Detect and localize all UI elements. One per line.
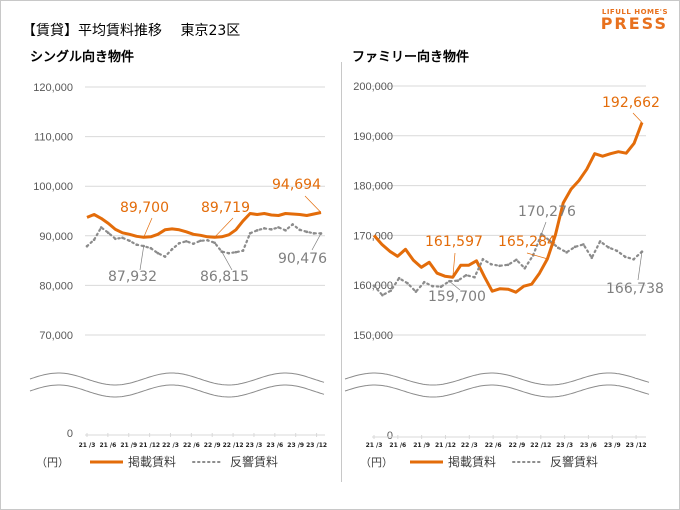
x-tick-label: 22 /3 <box>162 442 179 449</box>
chart-title-family: ファミリー向き物件 <box>352 50 470 65</box>
x-tick-label: 22 /12 <box>223 442 244 449</box>
x-tick-label: 23 /3 <box>556 442 573 449</box>
y-tick-label: 80,000 <box>39 280 73 292</box>
x-tick-label: 23 /9 <box>287 442 304 449</box>
axis-break-wave <box>29 384 325 398</box>
annotation-leader <box>311 233 322 251</box>
legend-label-listing: 掲載賃料 <box>128 454 176 469</box>
panel-divider <box>341 62 342 482</box>
logo-main-text: PRESS <box>600 14 668 33</box>
data-label: 192,662 <box>602 95 660 111</box>
data-label: 90,476 <box>278 251 327 267</box>
x-tick-label: 21 /6 <box>389 442 406 449</box>
annotation-leader <box>304 195 322 213</box>
data-label: 159,700 <box>428 289 486 305</box>
data-label: 87,932 <box>108 269 157 285</box>
series-line-listing <box>372 121 644 294</box>
axis-break-wave <box>344 372 650 386</box>
annotation-leader <box>452 252 456 278</box>
annotation-leader <box>449 280 461 291</box>
annotation-leader <box>632 112 643 123</box>
data-label: 89,719 <box>201 200 250 216</box>
x-tick-label: 23 /6 <box>580 442 597 449</box>
x-tick-label: 23 /12 <box>626 442 647 449</box>
x-tick-label: 22 /6 <box>485 442 502 449</box>
data-label: 89,700 <box>120 200 169 216</box>
annotation-leader <box>526 252 548 260</box>
x-tick-label: 23 /6 <box>266 442 283 449</box>
y-tick-label: 70,000 <box>39 330 73 342</box>
x-tick-label: 22 /9 <box>204 442 221 449</box>
x-tick-label: 21 /12 <box>139 442 160 449</box>
legend-label-inquiry: 反響賃料 <box>550 454 598 469</box>
unit-label: （円） <box>360 456 393 469</box>
x-tick-label: 23 /9 <box>604 442 621 449</box>
legend-label-inquiry: 反響賃料 <box>230 454 278 469</box>
annotation-leader <box>637 251 643 281</box>
x-tick-label: 22 /6 <box>183 442 200 449</box>
y-tick-label: 200,000 <box>353 81 393 93</box>
data-label: 165,284 <box>498 234 556 250</box>
chart-title-single: シングル向き物件 <box>30 50 135 65</box>
x-tick-label: 21 /9 <box>413 442 430 449</box>
annotation-leader <box>139 246 145 271</box>
brand-logo: LIFULL HOME'S PRESS <box>601 8 668 32</box>
x-tick-label: 22 /3 <box>461 442 478 449</box>
series-line-inquiry <box>372 232 644 297</box>
data-label: 170,276 <box>518 204 576 220</box>
x-tick-label: 22 /9 <box>509 442 526 449</box>
annotation-leader <box>214 217 234 238</box>
y-tick-label: 90,000 <box>39 231 73 243</box>
annotation-leader <box>541 221 547 235</box>
chart-single: 120,000 110,000 100,000 90,000 80,000 70,000 0… <box>29 82 327 469</box>
x-tick-label: 21 /3 <box>79 442 96 449</box>
unit-label: （円） <box>36 456 69 469</box>
y-tick-label: 0 <box>67 428 73 440</box>
data-label: 166,738 <box>606 281 664 297</box>
data-label: 161,597 <box>425 234 483 250</box>
page-title: 【賃貸】平均賃料推移 東京23区 <box>22 23 241 39</box>
x-tick-label: 21 /3 <box>366 442 383 449</box>
x-tick-label: 21 /6 <box>99 442 116 449</box>
series-line-inquiry <box>85 222 323 258</box>
axis-break-wave <box>29 372 325 386</box>
series-line-listing <box>86 211 322 239</box>
y-tick-label: 100,000 <box>33 181 73 193</box>
logo-top-text: LIFULL HOME'S <box>601 8 668 16</box>
y-tick-label: 110,000 <box>34 132 73 144</box>
data-label: 94,694 <box>272 177 321 193</box>
y-tick-label: 120,000 <box>33 82 73 94</box>
x-tick-label: 21 /9 <box>120 442 137 449</box>
annotation-leader <box>143 217 153 238</box>
y-tick-label: 150,000 <box>353 330 393 342</box>
x-tick-label: 21 /12 <box>435 442 456 449</box>
legend-label-listing: 掲載賃料 <box>448 454 496 469</box>
x-tick-label: 22 /12 <box>530 442 551 449</box>
y-tick-label: 180,000 <box>353 181 393 193</box>
x-tick-label: 23 /12 <box>306 442 327 449</box>
chart-family: 200,000190,000180,000170,000160,000150,0… <box>344 81 664 469</box>
data-label: 86,815 <box>200 269 249 285</box>
annotation-leader <box>221 251 233 271</box>
y-tick-label: 190,000 <box>353 131 393 143</box>
axis-break-wave <box>344 384 650 398</box>
y-tick-label: 0 <box>387 430 393 442</box>
x-tick-label: 23 /3 <box>246 442 263 449</box>
